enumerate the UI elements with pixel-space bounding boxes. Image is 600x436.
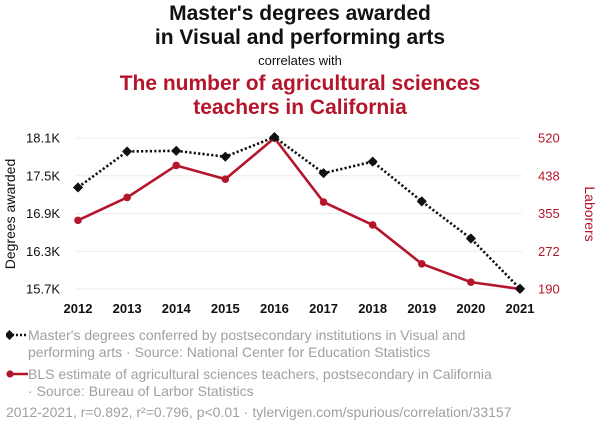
chart-title: Master's degrees awarded in Visual and p… [0, 2, 600, 50]
series-1-point [72, 182, 84, 193]
chart-svg: 15.7K 16.3K 16.9K 17.5K 18.1K 190 272 355 438 520… [2, 131, 598, 317]
title2-line-2: teachers in California [193, 96, 407, 119]
legend-icon-series-1 [6, 330, 28, 340]
legend-icon-series-2 [6, 370, 28, 378]
series-1-point [318, 168, 329, 179]
footer-stats: 2012-2021, r=0.892, r²=0.796, p<0.01 · t… [6, 404, 512, 420]
series-1-point [122, 146, 133, 157]
x-tick-label: 2017 [309, 301, 338, 316]
series-2-point [123, 193, 131, 202]
x-tick-label: 2018 [358, 301, 387, 316]
legend-text-series-1-line-1: Master's degrees conferred by postsecond… [28, 327, 466, 343]
series-1-point [367, 156, 378, 167]
y-right-tick-label: 520 [538, 131, 560, 146]
x-tick-label: 2020 [456, 301, 485, 316]
series-2-point [319, 198, 328, 206]
title-line-1: Master's degrees awarded [169, 2, 431, 25]
series-1-point [514, 283, 526, 294]
legend-item-1: Master's degrees conferred by postsecond… [6, 327, 596, 361]
series-2-point [74, 216, 82, 225]
y-right-tick-label: 272 [538, 244, 560, 259]
x-tick-label: 2013 [113, 301, 142, 316]
series-2-point [368, 221, 377, 229]
series-1-point [171, 145, 182, 156]
title-line-2: in Visual and performing arts [154, 26, 446, 49]
legend-text-series-2-line-1: BLS estimate of agricultural sciences te… [28, 366, 492, 382]
chart-title-2: The number of agricultural sciences teac… [0, 72, 600, 120]
x-tick-label: 2012 [64, 301, 93, 316]
y-left-tick-label: 16.3K [26, 244, 60, 259]
title-block: Master's degrees awarded in Visual and p… [0, 0, 600, 120]
x-tick-label: 2019 [407, 301, 436, 316]
legend-item-2: BLS estimate of agricultural sciences te… [6, 366, 596, 400]
y-right-tick-label: 190 [538, 282, 560, 297]
series-2-point [417, 260, 426, 268]
x-tick-label: 2016 [260, 301, 289, 316]
series-1-line [77, 135, 521, 290]
x-tick-label: 2014 [162, 301, 192, 316]
y-right-axis-label: Laborers [582, 186, 598, 241]
y-left-tick-label: 18.1K [26, 131, 60, 146]
y-right-tick-label: 438 [538, 168, 560, 183]
y-left-axis-label: Degrees awarded [2, 159, 18, 270]
correlates-with-text: correlates with [258, 53, 342, 68]
series-2-point [172, 161, 181, 170]
y-left-tick-label: 17.5K [26, 168, 60, 183]
series-2-point [221, 175, 230, 183]
series-2-point [467, 278, 475, 286]
legend-text-series-2-line-2: · Source: Bureau of Larbor Statistics [28, 383, 254, 399]
x-tick-label: 2015 [211, 301, 240, 316]
series-1-point [220, 151, 231, 162]
x-tick-label: 2021 [506, 301, 535, 316]
y-left-tick-label: 15.7K [26, 282, 60, 297]
series-2-line [77, 136, 521, 291]
title2-line-1: The number of agricultural sciences [119, 72, 481, 95]
legend-text-series-1-line-2: performing arts · Source: National Cente… [28, 344, 431, 360]
y-left-tick-label: 16.9K [26, 206, 60, 221]
y-right-tick-label: 355 [538, 206, 560, 221]
